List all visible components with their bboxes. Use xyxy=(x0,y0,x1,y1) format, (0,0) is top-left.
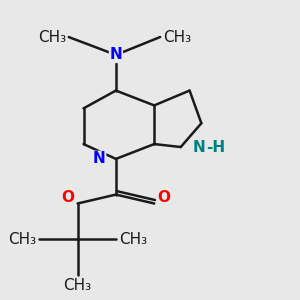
Text: CH₃: CH₃ xyxy=(64,278,92,293)
Text: CH₃: CH₃ xyxy=(163,30,191,45)
Text: -H: -H xyxy=(206,140,225,154)
Text: CH₃: CH₃ xyxy=(8,232,36,247)
Text: N: N xyxy=(110,47,122,62)
Text: N: N xyxy=(93,152,106,166)
Text: O: O xyxy=(157,190,170,205)
Text: CH₃: CH₃ xyxy=(38,30,66,45)
Text: N: N xyxy=(193,140,205,154)
Text: O: O xyxy=(62,190,75,205)
Text: CH₃: CH₃ xyxy=(119,232,147,247)
